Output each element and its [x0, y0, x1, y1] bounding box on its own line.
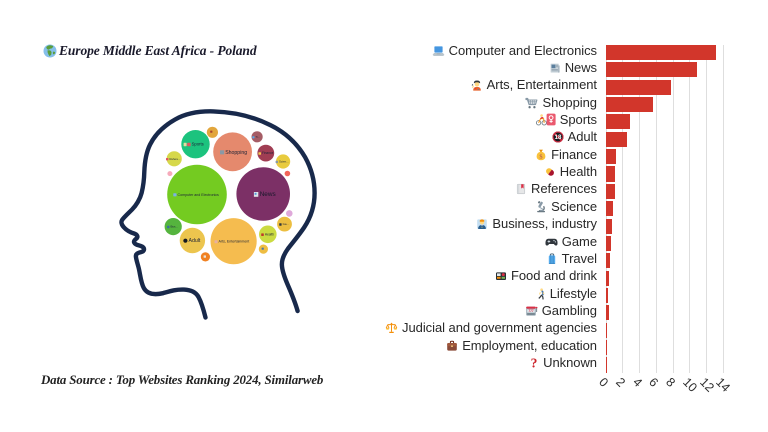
svg-text:Adult: Adult [189, 238, 201, 244]
svg-text:$: $ [539, 153, 543, 160]
svg-text:Ga...: Ga... [283, 222, 289, 226]
svg-text:Finance: Finance [262, 151, 274, 155]
svg-text:Refere...: Refere... [169, 157, 180, 161]
svg-text:777: 777 [528, 309, 534, 313]
svg-text:Shopping: Shopping [225, 150, 247, 156]
svg-text:Tr...: Tr... [256, 135, 261, 139]
svg-text:News: News [260, 191, 276, 198]
svg-text:Health: Health [265, 232, 274, 236]
svg-text:Scien...: Scien... [279, 160, 289, 164]
svg-text:Sports: Sports [192, 142, 204, 147]
svg-text:?: ? [531, 357, 538, 369]
svg-text:Computer and Electronics: Computer and Electronics [178, 193, 220, 197]
svg-text:Bus...: Bus... [171, 225, 179, 229]
svg-text:18: 18 [554, 134, 561, 141]
svg-text:Arts, Entertainment: Arts, Entertainment [219, 240, 250, 244]
